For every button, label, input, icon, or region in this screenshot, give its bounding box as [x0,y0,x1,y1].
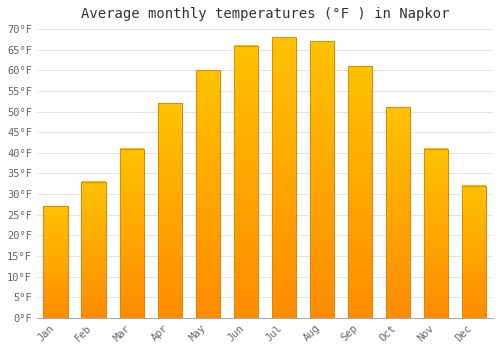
Bar [424,149,448,318]
Bar [386,107,410,318]
Bar [310,41,334,318]
Bar [310,41,334,318]
Title: Average monthly temperatures (°F ) in Napkor: Average monthly temperatures (°F ) in Na… [80,7,449,21]
Bar [462,186,486,318]
Bar [272,37,296,318]
Bar [424,149,448,318]
Bar [82,182,106,318]
Bar [196,70,220,318]
Bar [158,103,182,318]
Bar [82,182,106,318]
Bar [462,186,486,318]
Bar [272,37,296,318]
Bar [158,103,182,318]
Bar [234,46,258,318]
Bar [386,107,410,318]
Bar [120,149,144,318]
Bar [120,149,144,318]
Bar [44,206,68,318]
Bar [348,66,372,318]
Bar [44,206,68,318]
Bar [348,66,372,318]
Bar [196,70,220,318]
Bar [234,46,258,318]
